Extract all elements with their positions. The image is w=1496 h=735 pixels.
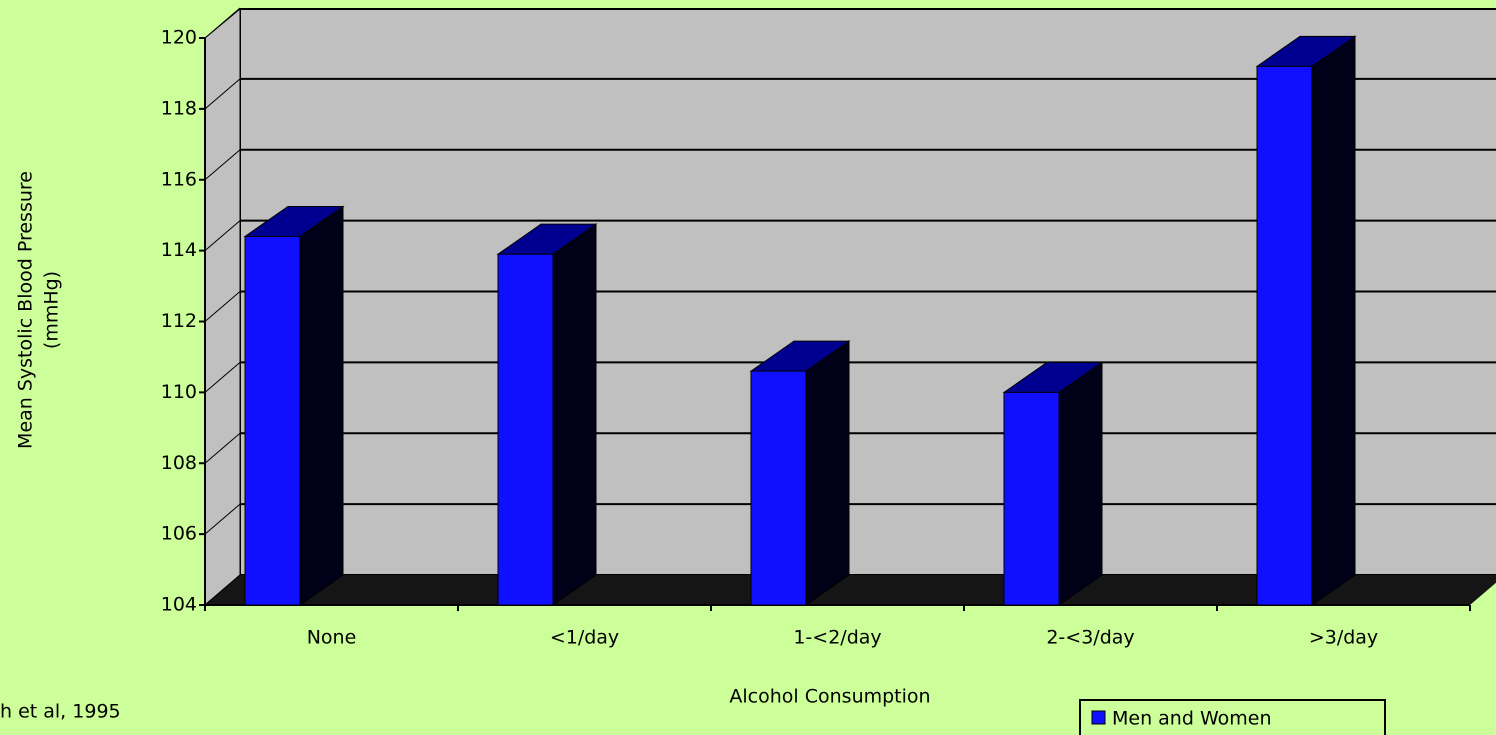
y-tick-label: 108 [161, 452, 197, 474]
wall-line [204, 361, 241, 393]
y-tick-label: 118 [161, 97, 197, 119]
y-tick-label: 114 [161, 239, 197, 261]
legend-swatch [1091, 710, 1106, 725]
wall-line [204, 220, 241, 252]
bar-side [299, 205, 344, 606]
bar [750, 370, 807, 606]
bar-side [1311, 35, 1356, 606]
legend-label: Men and Women [1112, 708, 1272, 730]
bar-side [1058, 361, 1103, 606]
x-tick-label: <1/day [550, 627, 619, 649]
x-tick-label: 2-<3/day [1046, 627, 1134, 649]
y-tick-label: 112 [161, 310, 197, 332]
bar-side [552, 223, 597, 606]
source-note: h et al, 1995 [0, 701, 121, 723]
bar [1256, 65, 1313, 606]
x-tick-label: None [307, 627, 357, 649]
bar [497, 253, 554, 606]
y-tick-label: 120 [161, 27, 197, 49]
y-label-line: (mmHg) [41, 271, 63, 349]
wall-line [204, 291, 241, 322]
bar-side [805, 340, 850, 606]
y-label-line: Mean Systolic Blood Pressure [15, 171, 37, 449]
y-tick-label: 116 [161, 168, 197, 190]
wall-line [204, 574, 241, 606]
y-tick-label: 106 [161, 523, 197, 545]
bar [1003, 391, 1060, 606]
y-label: Mean Systolic Blood Pressure (mmHg) [15, 171, 63, 449]
x-label: Alcohol Consumption [729, 686, 930, 708]
x-tick-label: 1-<2/day [793, 627, 881, 649]
wall-line [204, 149, 241, 181]
bar [244, 235, 301, 606]
wall-line [204, 7, 241, 39]
wall-line [204, 432, 241, 464]
wall-line [204, 78, 241, 110]
wall-line [204, 503, 241, 535]
x-tick-label: >3/day [1309, 627, 1378, 649]
y-tick-label: 104 [161, 594, 197, 616]
y-tick-label: 110 [161, 381, 197, 403]
legend-box [1079, 699, 1386, 735]
